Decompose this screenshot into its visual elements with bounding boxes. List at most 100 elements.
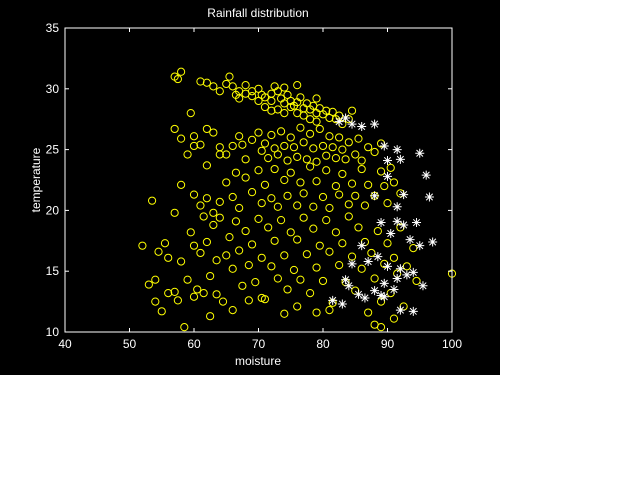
y-tick-label: 35 bbox=[46, 21, 60, 35]
circle-point bbox=[312, 177, 321, 186]
star-point bbox=[392, 145, 402, 155]
circle-point bbox=[280, 109, 289, 118]
star-point bbox=[415, 148, 425, 158]
star-point bbox=[341, 113, 351, 123]
x-tick-label: 100 bbox=[442, 337, 462, 351]
circle-point bbox=[196, 77, 205, 86]
circle-point bbox=[247, 188, 257, 197]
circle-point bbox=[331, 228, 340, 237]
circle-point bbox=[202, 194, 211, 203]
circle-point bbox=[189, 190, 199, 199]
star-point bbox=[328, 295, 338, 305]
circle-point bbox=[215, 197, 224, 206]
star-point bbox=[337, 299, 347, 309]
chart-title: Rainfall distribution bbox=[207, 6, 308, 20]
circle-point bbox=[228, 141, 237, 151]
circle-point bbox=[254, 214, 263, 224]
circle-point bbox=[289, 265, 299, 275]
circle-point bbox=[286, 228, 295, 237]
circle-point bbox=[370, 147, 379, 157]
circle-point bbox=[344, 200, 353, 209]
star-point bbox=[395, 154, 405, 164]
circle-point bbox=[241, 81, 250, 90]
circle-point bbox=[389, 178, 399, 187]
circle-point bbox=[209, 82, 218, 91]
circle-point bbox=[357, 164, 366, 174]
circle-point bbox=[331, 154, 340, 163]
circle-point bbox=[173, 74, 182, 84]
circle-point bbox=[241, 173, 250, 182]
circle-point bbox=[328, 143, 337, 152]
circle-point bbox=[202, 237, 211, 247]
circle-point bbox=[157, 307, 166, 316]
circle-point bbox=[296, 275, 305, 284]
y-tick-label: 10 bbox=[46, 325, 60, 339]
circle-point bbox=[312, 263, 321, 272]
circle-point bbox=[289, 143, 299, 152]
star-point bbox=[395, 305, 405, 315]
circle-point bbox=[199, 288, 208, 298]
circle-point bbox=[151, 297, 160, 306]
circle-point bbox=[267, 262, 276, 271]
circle-point bbox=[199, 212, 208, 221]
circle-point bbox=[231, 217, 241, 226]
circle-point bbox=[389, 314, 399, 323]
circle-point bbox=[273, 150, 282, 159]
circle-point bbox=[218, 297, 228, 306]
star-point bbox=[373, 252, 383, 262]
circle-point bbox=[280, 175, 289, 185]
circle-point bbox=[235, 246, 244, 255]
circle-point bbox=[244, 296, 253, 305]
x-tick-label: 40 bbox=[58, 337, 72, 351]
circle-point bbox=[164, 253, 173, 262]
star-point bbox=[379, 141, 389, 151]
circle-point bbox=[357, 264, 366, 273]
star-point bbox=[347, 119, 357, 129]
circle-point bbox=[296, 178, 305, 187]
circle-point bbox=[177, 67, 186, 76]
circle-point bbox=[354, 223, 363, 232]
circle-point bbox=[347, 179, 357, 188]
circle-point bbox=[364, 180, 373, 189]
circle-point bbox=[383, 199, 392, 208]
circle-point bbox=[293, 302, 302, 311]
circle-point bbox=[196, 201, 205, 210]
circle-point bbox=[212, 256, 221, 265]
circle-point bbox=[412, 276, 421, 286]
circle-point bbox=[322, 166, 331, 175]
circle-point bbox=[228, 82, 237, 91]
star-point bbox=[386, 229, 396, 239]
circle-point bbox=[364, 143, 373, 152]
circle-point bbox=[351, 150, 360, 159]
circle-point bbox=[273, 105, 282, 114]
star-point bbox=[344, 281, 354, 291]
circle-point bbox=[286, 133, 295, 142]
circle-point bbox=[177, 134, 186, 143]
star-point bbox=[389, 284, 399, 294]
circle-point bbox=[228, 306, 237, 315]
circle-point bbox=[306, 288, 315, 298]
circle-point bbox=[347, 106, 357, 115]
circle-point bbox=[270, 236, 279, 245]
y-tick-label: 25 bbox=[46, 143, 60, 157]
circle-point bbox=[144, 280, 153, 289]
circle-point bbox=[189, 241, 199, 250]
circle-point bbox=[264, 223, 273, 232]
circle-point bbox=[183, 150, 192, 159]
circle-point bbox=[335, 190, 344, 199]
circle-point bbox=[222, 251, 231, 260]
star-point bbox=[379, 278, 389, 288]
circle-point bbox=[235, 87, 244, 96]
y-tick-label: 20 bbox=[46, 203, 60, 217]
circle-point bbox=[344, 212, 353, 221]
circle-point bbox=[315, 241, 324, 250]
circle-point bbox=[283, 191, 292, 200]
circle-point bbox=[247, 135, 257, 144]
star-point bbox=[392, 216, 402, 226]
circle-point bbox=[273, 274, 282, 283]
circle-point bbox=[241, 155, 250, 164]
circle-point bbox=[235, 132, 244, 141]
circle-point bbox=[389, 253, 399, 262]
star-point bbox=[392, 202, 402, 212]
circle-point bbox=[338, 145, 347, 154]
